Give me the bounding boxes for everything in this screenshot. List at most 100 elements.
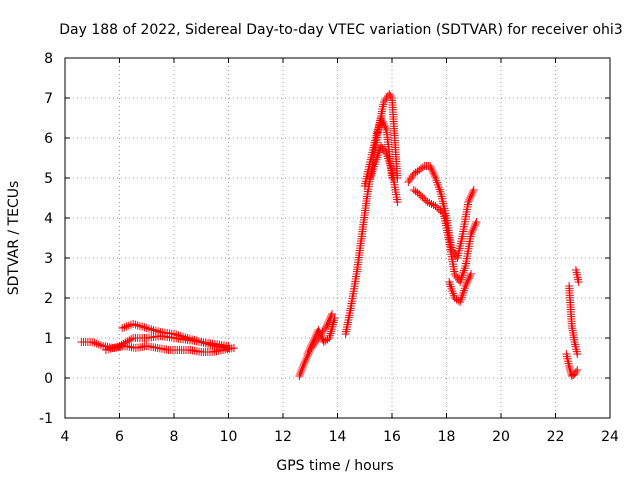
data-point <box>303 350 312 358</box>
data-point <box>459 268 468 277</box>
data-point <box>436 187 445 196</box>
y-tick-label: 3 <box>44 251 53 267</box>
x-tick-label: 14 <box>329 429 347 445</box>
data-point <box>427 200 436 208</box>
data-point <box>327 312 336 320</box>
data-point <box>381 148 390 156</box>
data-point <box>296 368 305 376</box>
grid <box>65 58 610 418</box>
data-point <box>149 326 158 334</box>
data-point <box>465 274 474 282</box>
data-point <box>140 323 149 332</box>
data-point <box>135 322 144 330</box>
data-point <box>317 332 326 340</box>
x-tick-label: 22 <box>547 429 565 445</box>
data-point <box>465 196 474 204</box>
data-point <box>377 114 386 122</box>
data-point <box>464 198 473 206</box>
y-tick-label: -1 <box>39 411 53 427</box>
data-point <box>295 372 304 380</box>
data-point <box>469 224 478 232</box>
data-point <box>430 172 439 180</box>
data-point <box>449 289 458 298</box>
x-tick-label: 10 <box>220 429 238 445</box>
data-point <box>464 276 473 284</box>
data-point <box>297 366 306 374</box>
data-point <box>378 118 387 126</box>
data-point <box>425 199 434 207</box>
data-point <box>296 370 305 378</box>
data-point <box>565 364 574 372</box>
data-point <box>446 282 455 291</box>
x-tick-label: 4 <box>61 429 70 445</box>
series-arc-13 <box>565 282 582 358</box>
data-point <box>448 287 457 296</box>
data-point <box>308 338 317 346</box>
data-point <box>433 180 442 189</box>
data-point <box>372 131 381 140</box>
data-point <box>125 336 134 345</box>
data-point <box>131 320 140 329</box>
data-point <box>310 334 319 342</box>
data-point <box>571 368 580 376</box>
data-point <box>386 92 395 100</box>
data-points <box>77 90 583 380</box>
data-point <box>466 194 475 202</box>
data-point <box>316 330 325 338</box>
chart-title: Day 188 of 2022, Sidereal Day-to-day VTE… <box>59 22 622 38</box>
data-point <box>467 192 476 200</box>
data-point <box>145 324 154 333</box>
data-point <box>381 124 390 132</box>
data-point <box>133 321 142 330</box>
series-arc-12 <box>562 350 582 380</box>
data-point <box>466 272 475 280</box>
data-point <box>574 278 583 286</box>
x-tick-label: 6 <box>115 429 124 445</box>
data-point <box>415 190 424 198</box>
data-point <box>315 328 324 336</box>
data-point <box>170 330 178 338</box>
data-point <box>435 185 444 194</box>
data-point <box>307 342 316 350</box>
data-point <box>154 327 163 336</box>
data-point <box>565 362 574 370</box>
y-tick-label: 6 <box>44 131 53 147</box>
data-point <box>304 348 313 356</box>
data-point <box>372 129 381 138</box>
y-tick-label: 2 <box>44 291 53 307</box>
data-point <box>418 163 427 172</box>
data-point <box>378 116 387 124</box>
data-point <box>573 366 582 374</box>
data-point <box>299 362 308 370</box>
data-point <box>393 198 402 206</box>
data-point <box>298 364 307 372</box>
data-point <box>322 322 331 330</box>
data-point <box>463 278 472 286</box>
data-point <box>467 190 476 198</box>
x-tick-label: 12 <box>274 429 292 445</box>
data-point <box>433 203 442 212</box>
data-point <box>471 220 480 228</box>
data-point <box>323 320 332 328</box>
data-point <box>573 350 582 358</box>
data-point <box>373 127 382 136</box>
data-point <box>431 202 440 210</box>
data-point <box>467 230 476 238</box>
data-point <box>428 168 437 176</box>
series-arc-5 <box>303 314 339 358</box>
data-point <box>472 218 481 226</box>
x-tick-label: 8 <box>170 429 179 445</box>
data-point <box>308 340 317 348</box>
data-point <box>459 288 468 297</box>
data-point <box>446 280 455 289</box>
data-point <box>469 186 478 194</box>
x-tick-label: 18 <box>438 429 456 445</box>
data-point <box>436 206 445 215</box>
data-point <box>468 226 477 234</box>
data-point <box>447 284 456 293</box>
series-arc-14 <box>571 266 583 286</box>
data-point <box>420 194 429 203</box>
data-point <box>434 183 443 192</box>
data-point <box>427 166 436 174</box>
